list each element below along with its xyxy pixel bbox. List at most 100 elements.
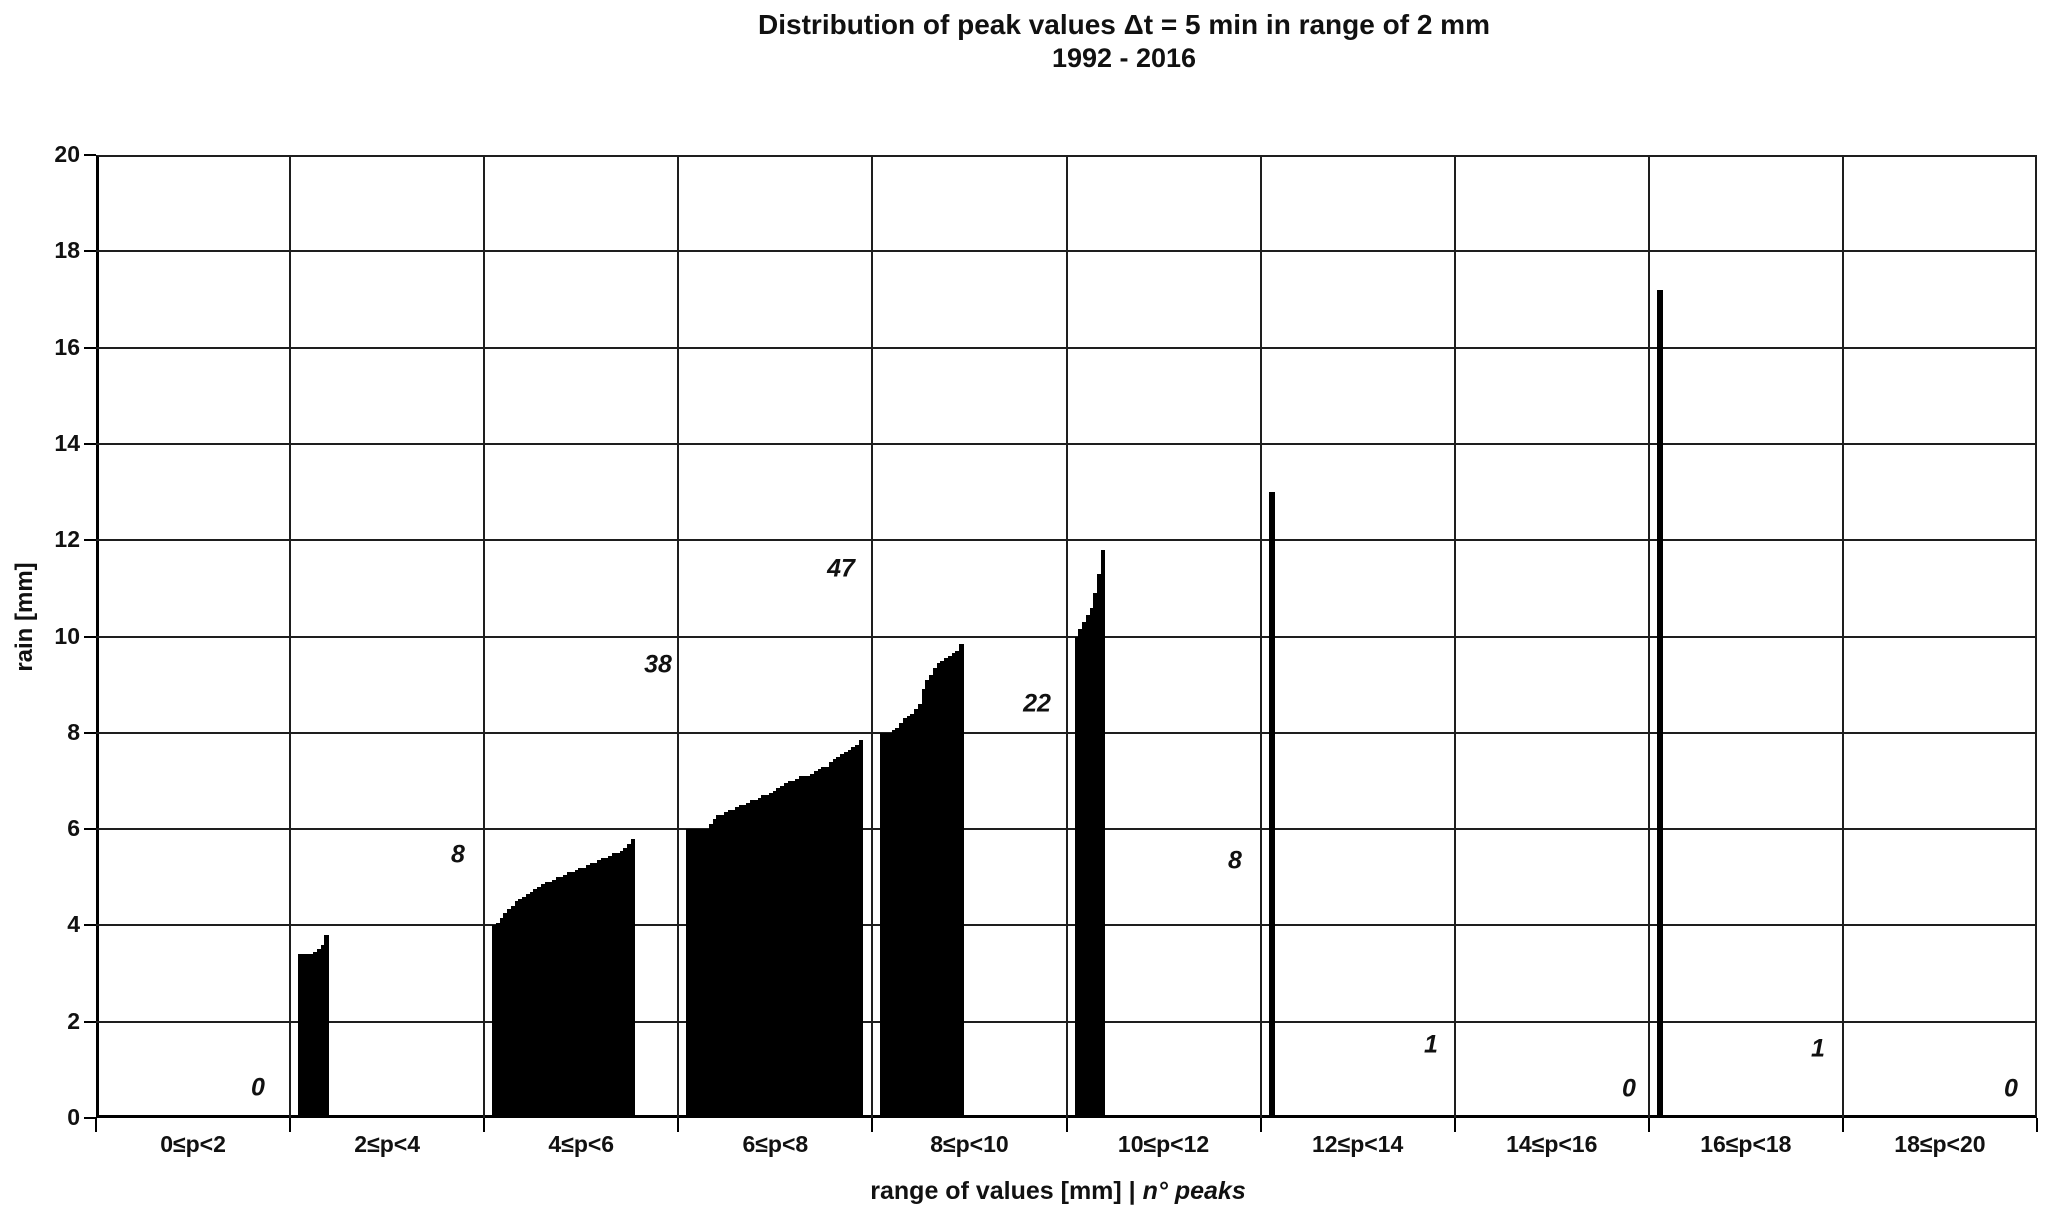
peak-count-label: 8 (451, 840, 465, 869)
peak-bar (529, 891, 535, 1118)
x-axis-title: range of values [mm] | n° peaks (870, 1177, 1245, 1206)
peak-bar (772, 790, 777, 1118)
peak-bar (544, 882, 550, 1118)
peak-bar (503, 913, 508, 1118)
peak-bar (727, 809, 732, 1118)
peak-bar (720, 814, 725, 1118)
peak-bar (765, 795, 770, 1118)
peak-count-label: 1 (1424, 1030, 1438, 1059)
peak-bar (843, 752, 849, 1118)
y-tick-mark (84, 828, 96, 831)
peak-bar (567, 872, 572, 1118)
peak-bar (929, 675, 934, 1118)
x-tick-label: 18≤p<20 (1894, 1131, 1986, 1157)
peak-bar (1089, 607, 1094, 1118)
peak-bar (910, 713, 915, 1118)
peak-bar (705, 829, 710, 1118)
peak-bar (563, 874, 568, 1118)
x-tick-mark (483, 1118, 486, 1132)
peak-bar (887, 732, 893, 1118)
x-tick-label: 0≤p<2 (160, 1131, 226, 1157)
grid-line-v (1453, 155, 1456, 1118)
y-tick-label: 4 (67, 911, 80, 938)
peak-bar (495, 922, 501, 1118)
peak-bar (301, 954, 307, 1118)
peak-bar (791, 780, 796, 1118)
peak-bar (298, 954, 303, 1118)
peak-bar (757, 797, 762, 1118)
peak-bar (582, 867, 587, 1118)
peak-bar (701, 829, 706, 1118)
peak-bar (716, 814, 721, 1118)
peak-bar (855, 744, 860, 1118)
peak-bar (533, 889, 538, 1118)
chart-title: Distribution of peak values Δt = 5 min i… (758, 9, 1490, 40)
peak-bar (615, 853, 621, 1118)
peak-bar (891, 730, 897, 1118)
peak-bar (936, 662, 942, 1118)
peak-bar (836, 756, 841, 1118)
peak-count-label: 1 (1811, 1034, 1825, 1063)
peak-bar (832, 759, 837, 1118)
peak-bar (776, 788, 781, 1118)
peak-bar (499, 918, 505, 1118)
peak-bar (768, 792, 774, 1118)
peak-bar (884, 732, 889, 1118)
y-tick-label: 6 (67, 815, 80, 842)
peak-bar (813, 771, 819, 1118)
peak-bar (1100, 549, 1106, 1118)
grid-line-v (1841, 155, 1844, 1118)
y-tick-label: 2 (67, 1007, 80, 1034)
peak-bar (795, 778, 800, 1118)
peak-count-label: 0 (2004, 1074, 2018, 1103)
peak-bar (690, 829, 695, 1118)
peak-bar (522, 896, 527, 1118)
peak-bar (540, 884, 546, 1118)
peak-bar (708, 824, 714, 1118)
peak-bar (906, 715, 912, 1118)
peak-count-label: 0 (1622, 1074, 1636, 1103)
peak-bar (817, 768, 822, 1118)
peak-count-label: 8 (1228, 846, 1242, 875)
grid-line-v (289, 155, 292, 1118)
peak-bar (518, 898, 523, 1118)
peak-bar (555, 877, 561, 1118)
peak-bar (630, 838, 636, 1118)
peak-bar (305, 954, 311, 1118)
peak-bar (589, 862, 595, 1118)
peak-bar (750, 800, 755, 1118)
peak-bar (802, 776, 807, 1118)
peak-bar (902, 718, 908, 1118)
grid-line-v (677, 155, 680, 1118)
x-tick-label: 12≤p<14 (1312, 1131, 1404, 1157)
grid-line-v (483, 155, 486, 1118)
peak-bar (570, 872, 576, 1118)
x-tick-mark (289, 1118, 292, 1132)
peak-bar (320, 944, 326, 1118)
y-tick-label: 8 (67, 718, 80, 745)
peak-bar (593, 862, 598, 1118)
y-tick-mark (84, 346, 96, 349)
peak-bar (731, 809, 736, 1118)
y-tick-label: 18 (54, 237, 80, 264)
grid-line-v (1065, 155, 1068, 1118)
x-tick-mark (1453, 1118, 1456, 1132)
y-tick-mark (84, 539, 96, 542)
peak-bar (585, 865, 591, 1118)
grid-line-v (1259, 155, 1262, 1118)
x-tick-mark (1841, 1118, 1844, 1132)
x-tick-mark (677, 1118, 680, 1132)
peak-bar (783, 783, 789, 1118)
grid-line-v (1647, 155, 1650, 1118)
peak-bar (559, 877, 565, 1118)
peak-bar (746, 802, 751, 1118)
peak-bar (510, 906, 516, 1118)
peak-count-label: 22 (1023, 689, 1051, 718)
peak-bar (574, 870, 580, 1118)
peak-bar (1097, 573, 1102, 1118)
peak-bar (537, 886, 542, 1118)
x-axis-title-peaks: n° peaks (1142, 1177, 1246, 1205)
peak-bar (851, 747, 856, 1118)
peak-bar (944, 658, 949, 1118)
x-tick-label: 2≤p<4 (354, 1131, 420, 1157)
